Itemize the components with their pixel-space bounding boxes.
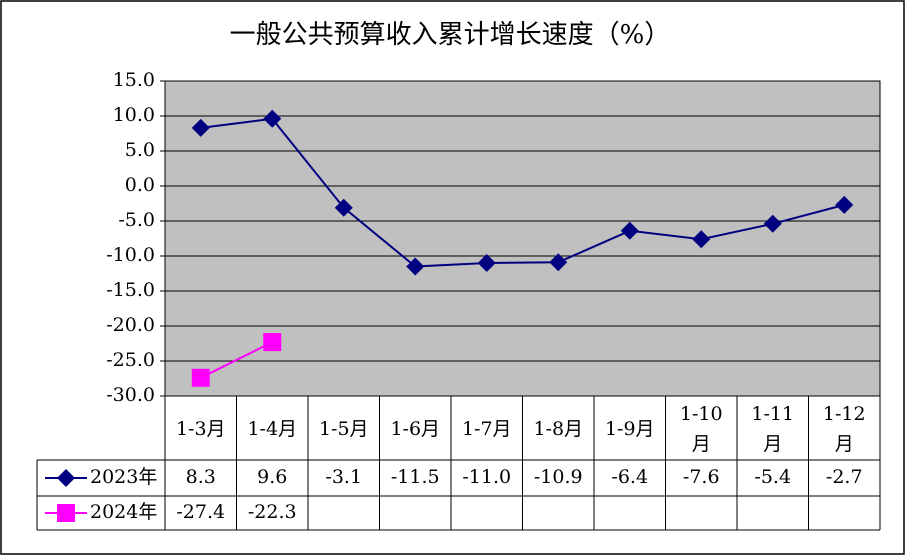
y-tick-label: -25.0 xyxy=(106,349,155,371)
x-tick-label: 1-6月 xyxy=(390,418,441,440)
data-point xyxy=(191,118,210,137)
x-tick-label: 1-4月 xyxy=(247,418,298,440)
y-tick-label: -30.0 xyxy=(106,384,155,406)
table-value: -6.4 xyxy=(611,466,648,488)
legend-label: 2023年 xyxy=(90,466,157,488)
y-tick-label: -15.0 xyxy=(106,279,155,301)
x-category: 1-7月 xyxy=(461,418,512,440)
data-point xyxy=(263,333,282,352)
y-tick-label: 15.0 xyxy=(113,69,155,91)
x-tick-label: 1-7月 xyxy=(461,418,512,440)
data-point xyxy=(692,230,711,249)
y-tick-label: -5.0 xyxy=(118,209,155,231)
y-tick-label: 0.0 xyxy=(125,174,155,196)
table-value: -11.5 xyxy=(391,466,440,488)
x-category: 1-8月 xyxy=(533,418,584,440)
x-category: 1-6月 xyxy=(390,418,441,440)
legend-label: 2024年 xyxy=(90,501,157,523)
x-tick-label: 1-8月 xyxy=(533,418,584,440)
y-tick-label: -20.0 xyxy=(106,314,155,336)
x-category: 1-3月 xyxy=(175,418,226,440)
data-point xyxy=(191,368,210,387)
x-category: 1-9月 xyxy=(604,418,655,440)
table-value: 9.6 xyxy=(257,466,287,488)
data-point xyxy=(477,254,496,272)
x-category: 1-11月 xyxy=(751,403,795,455)
data-point xyxy=(835,195,854,214)
legend-marker xyxy=(57,504,75,522)
y-tick-label: 10.0 xyxy=(113,104,155,126)
table-value: -11.0 xyxy=(462,466,511,488)
x-tick-label: 1-9月 xyxy=(604,418,655,440)
legend-marker xyxy=(57,469,75,487)
chart-title: 一般公共预算收入累计增长速度（%） xyxy=(230,20,671,50)
x-tick-label: 1-3月 xyxy=(175,418,226,440)
y-tick-label: -10.0 xyxy=(106,244,155,266)
table-value: 8.3 xyxy=(186,466,216,488)
series-line xyxy=(200,117,845,268)
table-value: -27.4 xyxy=(176,501,225,523)
series-line xyxy=(200,341,273,379)
table-value: -2.7 xyxy=(826,466,863,488)
x-tick-label: 1-5月 xyxy=(318,418,369,440)
data-point xyxy=(406,257,425,276)
x-category: 1-5月 xyxy=(318,418,369,440)
table-value: -10.9 xyxy=(534,466,583,488)
table-value: -7.6 xyxy=(683,466,720,488)
x-tick-label: 1-10月 xyxy=(679,403,723,455)
x-category: 1-12月 xyxy=(822,403,866,455)
x-category: 1-4月 xyxy=(247,418,298,440)
data-point xyxy=(549,253,568,272)
data-point xyxy=(620,221,639,240)
data-point xyxy=(334,198,353,217)
x-tick-label: 1-12月 xyxy=(822,403,866,455)
data-point xyxy=(763,214,782,233)
table-value: -3.1 xyxy=(325,466,362,488)
y-tick-label: 5.0 xyxy=(125,139,155,161)
table-value: -22.3 xyxy=(248,501,297,523)
x-tick-label: 1-11月 xyxy=(751,403,795,455)
x-category: 1-10月 xyxy=(679,403,723,455)
table-value: -5.4 xyxy=(754,466,791,488)
data-point xyxy=(263,109,282,128)
